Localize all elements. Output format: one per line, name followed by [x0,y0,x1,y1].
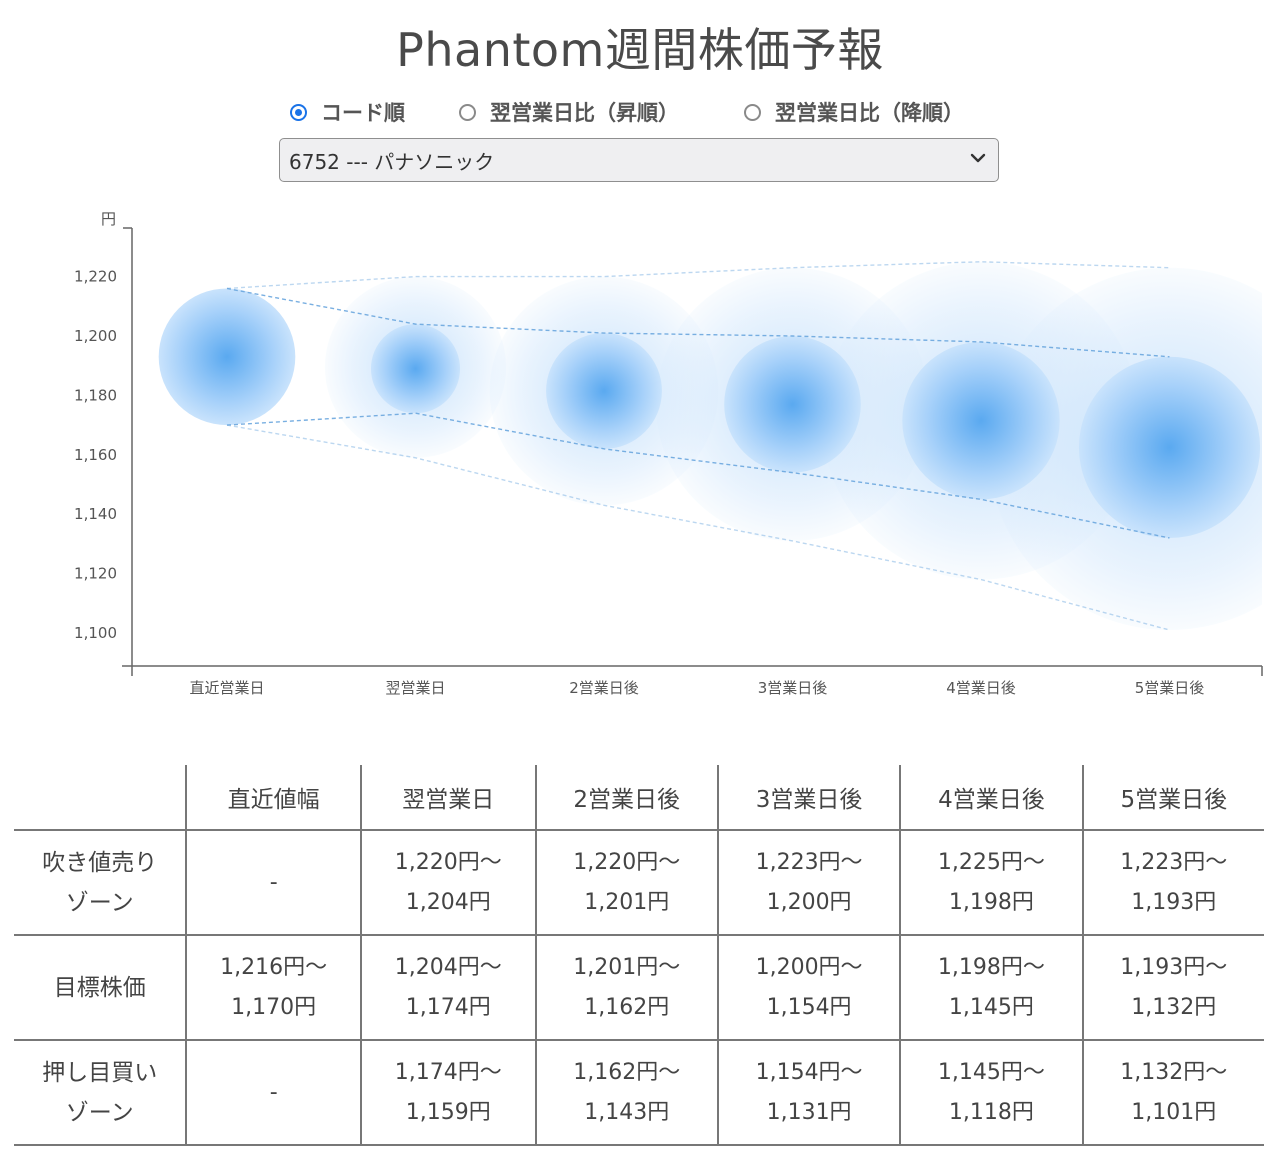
table-cell: 1,132円〜 1,101円 [1081,1039,1264,1146]
radio-unchecked-icon[interactable] [744,103,761,121]
table-header-cell: 2営業日後 [534,765,719,831]
table-header-cell: 3営業日後 [716,765,902,831]
target-range-bubble [158,288,296,426]
sort-label-asc: 翌営業日比（昇順） [490,101,679,125]
x-tick-label: 直近営業日 [189,679,264,697]
sort-radio-desc[interactable]: 翌営業日比（降順） [744,96,964,128]
y-tick-label: 1,160 [74,446,117,464]
table-row: 吹き値売り ゾーン -1,220円〜 1,204円 1,220円〜 1,201円 1,223… [14,829,1264,936]
target-range-bubble [370,324,461,414]
table-cell: 1,162円〜 1,143円 [534,1039,719,1146]
table-cell: 1,216円〜 1,170円 [185,934,362,1041]
x-tick-label: 翌営業日 [385,679,445,697]
table-cell: 1,220円〜 1,201円 [534,829,719,936]
forecast-chart: 円 1,100 1,120 1,140 1,160 1,180 1,200 1,220 直近営業… [74,210,1263,697]
forecast-table: 直近値幅 翌営業日 2営業日後 3営業日後 4営業日後 5営業日後 吹き値売り ゾーン -1,… [14,765,1264,1146]
y-tick-label: 1,140 [74,505,117,523]
x-tick-label: 4営業日後 [946,679,1016,697]
sort-radio-asc[interactable]: 翌営業日比（昇順） [459,96,679,128]
sort-options: コード順 翌営業日比（昇順） 翌営業日比（降順） [0,96,1280,128]
table-row: 押し目買い ゾーン -1,174円〜 1,159円 1,162円〜 1,143円 1,154… [14,1039,1264,1146]
sort-radio-code[interactable]: コード順 [290,96,405,128]
table-row-header: 目標株価 [14,934,188,1041]
table-cell: 1,145円〜 1,118円 [899,1039,1084,1146]
table-row: 目標株価 1,216円〜 1,170円 1,204円〜 1,174円 1,201円〜 1,1… [14,934,1264,1041]
chevron-down-icon [970,153,986,163]
target-range-bubble [724,336,861,473]
table-cell: 1,201円〜 1,162円 [534,934,719,1041]
table-cell: 1,223円〜 1,200円 [716,829,902,936]
stock-select[interactable]: 6752 --- パナソニック [279,138,999,182]
table-header-row: 直近値幅 翌営業日 2営業日後 3営業日後 4営業日後 5営業日後 [14,765,1264,831]
table-cell: 1,154円〜 1,131円 [716,1039,902,1146]
table-cell: 1,198円〜 1,145円 [899,934,1084,1041]
table-row-header: 吹き値売り ゾーン [14,829,188,936]
y-tick-label: 1,180 [74,386,117,404]
x-tick-label: 2営業日後 [569,679,639,697]
table-cell: 1,223円〜 1,193円 [1081,829,1264,936]
y-tick-label: 1,100 [74,624,117,642]
target-range-bubble [1078,356,1261,538]
table-row-header: 押し目買い ゾーン [14,1039,188,1146]
radio-checked-icon[interactable] [290,103,307,121]
target-range-bubble [546,333,662,449]
table-cell: 1,193円〜 1,132円 [1081,934,1264,1041]
radio-unchecked-icon[interactable] [459,103,476,121]
y-unit-label: 円 [101,210,116,228]
table-corner-cell [14,765,188,831]
table-cell: 1,174円〜 1,159円 [359,1039,537,1146]
table-cell: - [185,1039,362,1146]
table-cell: 1,220円〜 1,204円 [359,829,537,936]
table-header-cell: 4営業日後 [899,765,1084,831]
x-tick-label: 5営業日後 [1135,679,1205,697]
page-title: Phantom週間株価予報 [396,23,884,77]
y-tick-label: 1,220 [74,268,117,286]
table-header-cell: 直近値幅 [185,765,362,831]
y-tick-label: 1,120 [74,565,117,583]
sort-label-code: コード順 [321,101,405,125]
table-header-cell: 翌営業日 [359,765,537,831]
table-cell: 1,204円〜 1,174円 [359,934,537,1041]
table-cell: 1,200円〜 1,154円 [716,934,902,1041]
sort-label-desc: 翌営業日比（降順） [775,101,964,125]
table-cell: 1,225円〜 1,198円 [899,829,1084,936]
table-cell: - [185,829,362,936]
table-header-cell: 5営業日後 [1081,765,1264,831]
stock-select-value: 6752 --- パナソニック [289,149,495,174]
outer-upper-line [226,261,1170,290]
y-tick-label: 1,200 [74,327,117,345]
target-range-bubble [902,341,1060,500]
x-tick-label: 3営業日後 [758,679,828,697]
plot-area [158,261,1262,631]
target-lower-line [226,412,1170,539]
